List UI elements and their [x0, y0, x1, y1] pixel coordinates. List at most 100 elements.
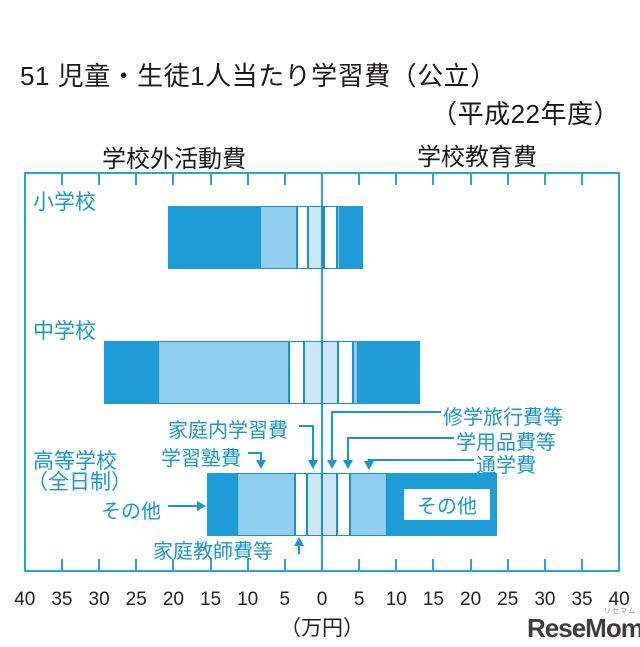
axis-tick-label: 20	[162, 589, 184, 610]
annotation-school-trip-arrow	[327, 460, 337, 469]
annotation-home-study-line2	[312, 425, 314, 460]
bar-segment-left-0-家庭教師費等	[297, 206, 309, 269]
annotation-home-study-label: 家庭内学習費	[168, 420, 288, 442]
bar-segment-left-2-その他	[207, 473, 238, 536]
bar-segment-right-1-学用品費等	[338, 341, 353, 404]
annotation-cram-school-line2	[260, 452, 262, 460]
axis-tick	[135, 174, 138, 185]
axis-tick	[469, 174, 472, 185]
axis-tick	[395, 174, 398, 185]
annotation-school-trip-line2	[331, 411, 333, 460]
axis-tick	[172, 559, 175, 570]
bar-segment-left-1-その他	[104, 341, 159, 404]
axis-tick-label: 20	[460, 589, 482, 610]
axis-tick-label: 0	[316, 589, 328, 610]
category-label-highschool-fulltime: （全日制）	[27, 471, 132, 494]
axis-tick	[283, 559, 286, 570]
axis-tick	[98, 174, 101, 185]
axis-tick	[283, 174, 286, 185]
annotation-commute-label: 通学費	[476, 455, 536, 477]
category-label-highschool: 高等学校	[33, 450, 117, 473]
axis-tick-label: 30	[534, 589, 556, 610]
axis-tick	[358, 559, 361, 570]
axis-tick	[469, 559, 472, 570]
annotation-school-trip-label: 修学旅行費等	[443, 407, 563, 429]
annotation-school-trip-line	[332, 411, 441, 413]
bar-segment-right-0-その他	[339, 206, 363, 269]
axis-tick	[246, 559, 249, 570]
axis-tick	[60, 559, 63, 570]
left-section-label: 学校外活動費	[102, 146, 246, 173]
axis-tick-label: 25	[125, 589, 147, 610]
annotation-commute-line	[369, 459, 474, 461]
annotation-other-left-arrow	[197, 501, 206, 511]
axis-tick-label: 35	[51, 589, 73, 610]
axis-tick	[60, 174, 63, 185]
axis-tick	[432, 174, 435, 185]
chart-title: 51 児童・生徒1人当たり学習費（公立）	[20, 61, 497, 91]
axis-tick	[98, 559, 101, 570]
annotation-cram-school-line	[248, 452, 262, 454]
annotation-supplies-line	[348, 437, 454, 439]
axis-tick-label: 25	[497, 589, 519, 610]
bar-segment-left-2-学習塾費	[237, 473, 296, 536]
axis-tick-label: 5	[279, 589, 291, 610]
bar-segment-right-0-修学旅行費等	[321, 206, 325, 269]
annotation-other-left-line	[168, 505, 197, 507]
axis-tick	[506, 174, 509, 185]
annotation-supplies-line2	[347, 437, 349, 460]
bar-segment-left-0-その他	[168, 206, 261, 269]
axis-tick	[246, 174, 249, 185]
axis-tick-label: 40	[14, 589, 36, 610]
axis-tick-label: 35	[571, 589, 593, 610]
annotation-tutor-label: 家庭教師費等	[153, 541, 273, 563]
bar-segment-right-1-修学旅行費等	[321, 341, 339, 404]
axis-tick	[358, 174, 361, 185]
bar-segment-left-1-学習塾費	[158, 341, 290, 404]
axis-tick	[432, 559, 435, 570]
bar-segment-right-0-通学費	[336, 206, 340, 269]
bar-segment-right-1-通学費	[352, 341, 359, 404]
axis-tick-label: 15	[199, 589, 222, 610]
axis-tick-label: 10	[385, 589, 407, 610]
chart-subtitle: （平成22年度）	[431, 99, 620, 129]
bar-segment-right-0-学用品費等	[324, 206, 337, 269]
bar-segment-right-2-修学旅行費等	[321, 473, 337, 536]
annotation-home-study-arrow	[308, 460, 318, 469]
annotation-other-right-box: その他	[404, 489, 490, 520]
axis-tick	[543, 559, 546, 570]
axis-tick	[172, 174, 175, 185]
axis-tick-label: 15	[422, 589, 445, 610]
bar-segment-left-2-家庭教師費等	[295, 473, 307, 536]
axis-tick-label: 10	[237, 589, 259, 610]
axis-tick	[581, 559, 584, 570]
axis-tick	[395, 559, 398, 570]
category-label-elementary: 小学校	[33, 191, 96, 214]
annotation-cram-school-arrow	[256, 460, 266, 469]
bar-segment-left-0-学習塾費	[260, 206, 298, 269]
bar-segment-right-2-通学費	[350, 473, 388, 536]
bar-segment-left-2-家庭内学習費	[306, 473, 322, 536]
axis-tick	[209, 174, 212, 185]
axis-tick-label: 30	[88, 589, 110, 610]
resemom-logo-furigana: リセマム	[604, 608, 636, 615]
axis-tick	[506, 559, 509, 570]
annotation-supplies-arrow	[343, 460, 353, 469]
bar-segment-left-1-家庭教師費等	[289, 341, 304, 404]
annotation-other-left-label: その他	[101, 501, 161, 523]
right-section-label: 学校教育費	[417, 144, 537, 171]
bar-segment-left-1-家庭内学習費	[303, 341, 322, 404]
category-label-juniorhigh: 中学校	[33, 320, 96, 343]
annotation-commute-arrow	[364, 461, 374, 470]
axis-tick	[135, 559, 138, 570]
annotation-supplies-label: 学用品費等	[456, 432, 556, 454]
axis-tick	[581, 174, 584, 185]
bar-segment-right-2-学用品費等	[336, 473, 350, 536]
axis-tick-label: 5	[353, 589, 365, 610]
axis-unit-label: （万円）	[280, 617, 364, 640]
axis-tick-label: 40	[608, 589, 630, 610]
bar-segment-left-0-家庭内学習費	[308, 206, 322, 269]
annotation-tutor-line	[298, 546, 300, 554]
annotation-cram-school-label: 学習塾費	[161, 448, 241, 470]
